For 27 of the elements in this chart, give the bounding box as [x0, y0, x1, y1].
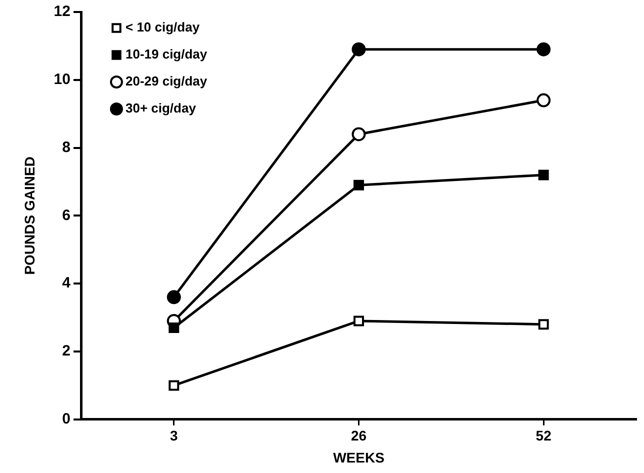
point	[536, 93, 551, 108]
legend-label: 30+ cig/day	[125, 100, 197, 116]
point	[354, 316, 364, 326]
x-axis-title: WEEKS	[333, 449, 384, 466]
point	[352, 42, 366, 56]
legend-label: < 10 cig/day	[125, 20, 200, 35]
y-tick-label: 4	[62, 274, 72, 292]
y-tick-label: 6	[62, 206, 70, 224]
point	[168, 380, 180, 391]
y-axis-title: POUNDS GAINED	[21, 156, 38, 275]
point	[352, 127, 366, 142]
y-tick-label: 12	[54, 3, 70, 20]
x-tick-label: 52	[536, 428, 552, 444]
legend-label: 20-29 cig/day	[125, 74, 208, 89]
point	[538, 170, 549, 180]
point	[354, 180, 364, 190]
point	[538, 319, 549, 330]
point	[166, 290, 181, 304]
legend-label: 10-19 cig/day	[125, 46, 208, 62]
y-tick-label: 2	[62, 342, 70, 360]
point	[168, 322, 180, 333]
y-tick-label: 10	[54, 71, 70, 88]
x-tick-label: 3	[170, 428, 178, 444]
y-tick-label: 8	[62, 138, 70, 156]
point	[536, 42, 551, 56]
x-tick-label: 26	[350, 428, 367, 444]
y-tick-label: 0	[62, 410, 70, 428]
